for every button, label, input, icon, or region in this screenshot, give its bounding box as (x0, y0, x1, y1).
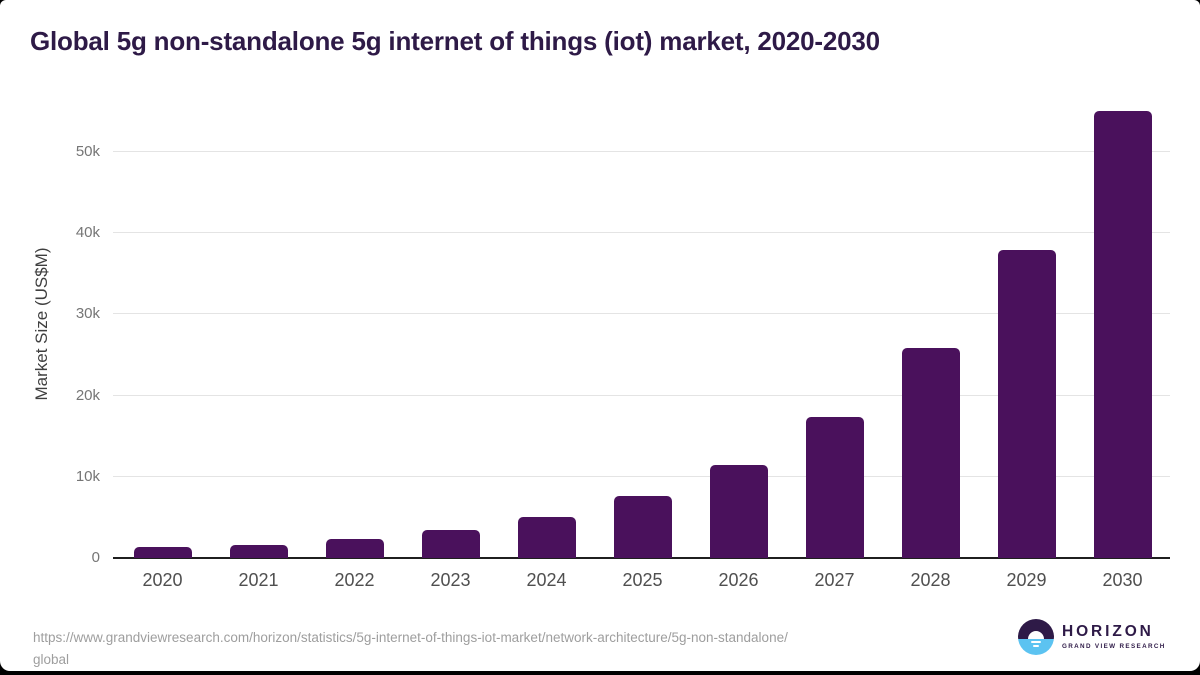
bar-2022[interactable] (325, 538, 384, 558)
gridline-20k (113, 394, 1170, 396)
x-tick-label-2023: 2023 (430, 570, 471, 590)
y-tick-label: 50k (75, 142, 100, 160)
source-url: https://www.grandviewresearch.com/horizo… (33, 627, 933, 671)
bar-chart: Market Size (US$M) 0 10k 20k 30k 40k 50k 2020… (32, 90, 1170, 590)
y-tick-label: 30k (75, 305, 100, 323)
plot-area (113, 90, 1170, 559)
bar-2030[interactable] (1093, 110, 1152, 558)
bar-2024[interactable] (517, 516, 576, 558)
y-tick-label: 20k (75, 386, 100, 404)
y-tick-label: 0 (91, 549, 100, 566)
logo-name: HORIZON (1062, 623, 1154, 640)
gridline-10k (113, 475, 1170, 477)
bar-2027[interactable] (805, 417, 864, 558)
horizon-logo: HORIZON GRAND VIEW RESEARCH (1018, 619, 1166, 655)
bar-2025[interactable] (613, 496, 672, 558)
bar-2020[interactable] (133, 547, 192, 558)
x-tick-label-2029: 2029 (1006, 570, 1047, 590)
bar-2023[interactable] (421, 529, 480, 558)
chart-title: Global 5g non-standalone 5g internet of … (30, 26, 880, 56)
sun-reflection-line (1031, 641, 1041, 644)
x-tick-label-2022: 2022 (334, 570, 375, 590)
x-tick-label-2027: 2027 (814, 570, 855, 590)
x-tick-label-2020: 2020 (142, 570, 183, 590)
x-axis-line (113, 557, 1170, 559)
logo-text: HORIZON GRAND VIEW RESEARCH (1062, 623, 1166, 651)
y-tick-label: 40k (75, 224, 100, 241)
x-tick-label-2030: 2030 (1102, 570, 1143, 590)
y-tick-label: 10k (75, 467, 100, 485)
bar-2029[interactable] (997, 250, 1056, 558)
y-axis-title: Market Size (US$M) (32, 247, 51, 401)
gridline-50k (113, 150, 1170, 152)
logo-subtitle: GRAND VIEW RESEARCH (1062, 643, 1166, 650)
source-url-line2: global (33, 652, 70, 667)
bar-2026[interactable] (709, 465, 768, 558)
x-tick-label-2021: 2021 (238, 570, 279, 590)
x-tick-label-2028: 2028 (910, 570, 951, 590)
x-tick-label-2024: 2024 (526, 570, 567, 590)
source-url-line1: https://www.grandviewresearch.com/horizo… (33, 630, 788, 645)
sun-reflection-line (1033, 645, 1039, 648)
x-tick-label-2026: 2026 (718, 570, 759, 590)
sun-shape (1028, 630, 1044, 639)
horizon-sunset-icon (1018, 619, 1054, 655)
bar-2028[interactable] (901, 348, 960, 558)
gridline-40k (113, 232, 1170, 233)
x-tick-label-2025: 2025 (622, 570, 663, 590)
bar-2021[interactable] (229, 544, 288, 558)
gridline-30k (113, 313, 1170, 315)
